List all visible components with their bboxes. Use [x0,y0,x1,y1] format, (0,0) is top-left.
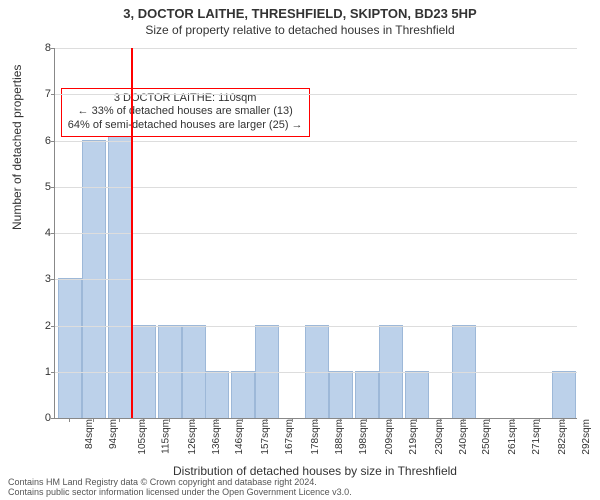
bar [58,278,82,418]
x-tick-label: 240sqm [457,419,468,455]
x-tick-label: 188sqm [334,419,345,455]
x-tick-mark [513,418,514,422]
x-tick-mark [266,418,267,422]
gridline [55,48,577,49]
x-tick-label: 105sqm [137,419,148,455]
gridline [55,326,577,327]
x-tick-mark [390,418,391,422]
x-tick-label: 261sqm [507,419,518,455]
y-tick: 5 [33,181,51,193]
gridline [55,233,577,234]
x-tick-label: 292sqm [581,419,592,455]
y-tick: 0 [33,412,51,424]
x-tick-label: 157sqm [260,419,271,455]
gridline [55,187,577,188]
chart-title: 3, DOCTOR LAITHE, THRESHFIELD, SKIPTON, … [0,0,600,21]
reference-line [131,48,133,418]
y-tick: 6 [33,135,51,147]
x-tick-label: 219sqm [407,419,418,455]
x-tick-mark [416,418,417,422]
annotation-line-3: 64% of semi-detached houses are larger (… [68,119,303,133]
x-tick-mark [216,418,217,422]
x-tick-mark [242,418,243,422]
chart-container: 3, DOCTOR LAITHE, THRESHFIELD, SKIPTON, … [0,0,600,500]
y-tick: 7 [33,88,51,100]
gridline [55,141,577,142]
gridline [55,372,577,373]
gridline [55,279,577,280]
x-tick-mark [93,418,94,422]
x-tick-mark [69,418,70,422]
x-tick-label: 198sqm [358,419,369,455]
plot-area: 3 DOCTOR LAITHE: 110sqm ← 33% of detache… [54,48,577,419]
y-tick: 3 [33,273,51,285]
bar [205,371,229,418]
x-tick-mark [292,418,293,422]
annotation-line-2: ← 33% of detached houses are smaller (13… [68,105,303,119]
x-tick-mark [463,418,464,422]
x-axis-label: Distribution of detached houses by size … [54,464,576,478]
x-tick-label: 146sqm [234,419,245,455]
x-tick-label: 126sqm [187,419,198,455]
x-tick-mark [119,418,120,422]
x-tick-label: 94sqm [108,419,119,449]
bar [552,371,576,418]
x-tick-label: 282sqm [557,419,568,455]
bar [231,371,255,418]
x-tick-mark [366,418,367,422]
y-axis-label: Number of detached properties [10,65,24,230]
bar [329,371,353,418]
bar [405,371,429,418]
footer-line-2: Contains public sector information licen… [8,488,352,498]
x-tick-mark [539,418,540,422]
x-tick-label: 115sqm [160,419,171,454]
x-tick-label: 271sqm [531,419,542,455]
y-tick: 2 [33,320,51,332]
x-tick-label: 230sqm [434,419,445,455]
gridline [55,94,577,95]
x-tick-label: 136sqm [210,419,221,455]
footer-attribution: Contains HM Land Registry data © Crown c… [8,478,352,498]
y-tick: 4 [33,227,51,239]
y-tick: 8 [33,42,51,54]
x-tick-label: 167sqm [284,419,295,455]
x-tick-mark [489,418,490,422]
x-tick-mark [316,418,317,422]
x-tick-label: 84sqm [84,419,95,449]
bar [355,371,379,418]
bar [108,93,132,418]
x-tick-mark [563,418,564,422]
x-tick-label: 209sqm [384,419,395,455]
y-tick: 1 [33,366,51,378]
x-tick-label: 178sqm [310,419,321,455]
x-tick-mark [143,418,144,422]
x-tick-mark [340,418,341,422]
x-tick-mark [193,418,194,422]
x-tick-mark [169,418,170,422]
x-tick-label: 250sqm [481,419,492,455]
x-tick-mark [440,418,441,422]
chart-subtitle: Size of property relative to detached ho… [0,21,600,37]
